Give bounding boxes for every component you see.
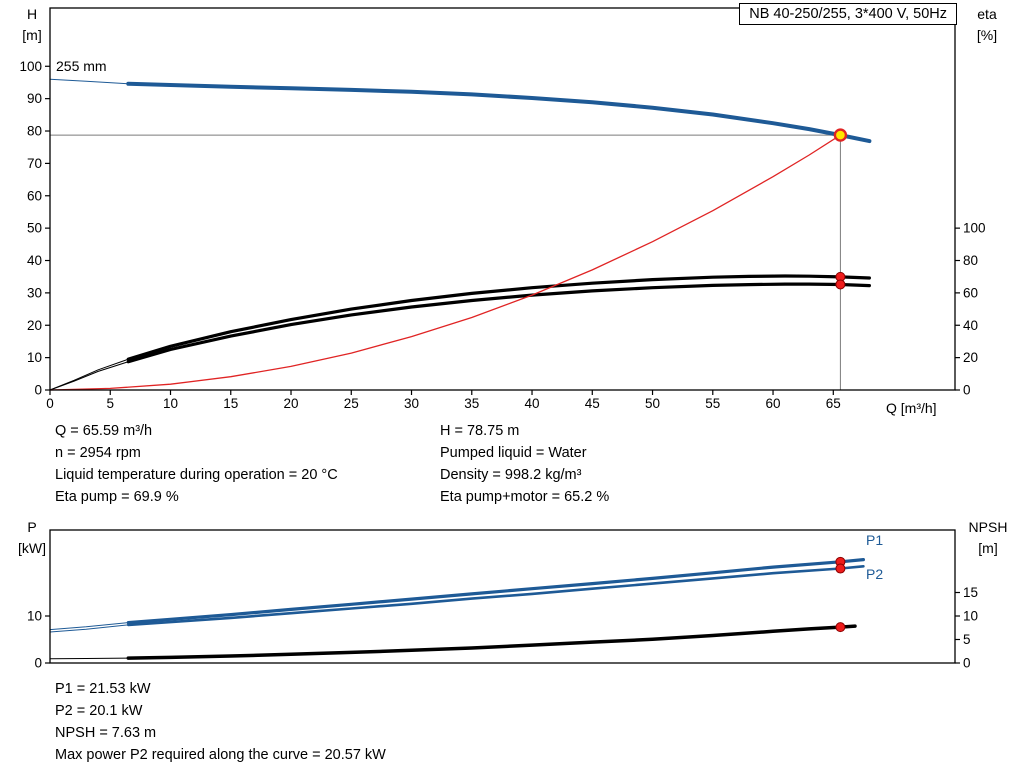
duty-info-left-column: Q = 65.59 m³/h n = 2954 rpm Liquid tempe… [55, 420, 338, 508]
duty-point-marker [833, 128, 848, 142]
chart-frame [49, 529, 956, 664]
axis-tick-label: 20 [27, 318, 42, 333]
eta-pump-curve [126, 274, 872, 361]
qh-eta-chart: 0 5 10 15 20 25 30 35 40 45 50 55 60 65 0 10 20 30 40 50 60 7… [19, 7, 986, 411]
axis-tick-label: 20 [963, 350, 978, 365]
axis-tick-label: 10 [963, 609, 978, 624]
info-pumped-liquid: Pumped liquid = Water [440, 445, 587, 461]
eta-axis-symbol: eta [977, 6, 997, 22]
axis-tick-label: 100 [19, 59, 42, 74]
axis-tick-label: 15 [963, 585, 978, 600]
axis-tick-label: 25 [344, 396, 359, 411]
info-npsh: NPSH = 7.63 m [55, 725, 157, 741]
info-liquid-temperature: Liquid temperature during operation = 20… [55, 467, 338, 483]
axis-tick-label: 0 [963, 656, 971, 671]
p2-series-label: P2 [866, 566, 884, 582]
axis-tick-label: 0 [46, 396, 54, 411]
axis-tick-label: 30 [404, 396, 419, 411]
axis-tick-label: 80 [27, 124, 42, 139]
axis-tick-label: 100 [963, 221, 986, 236]
axis-tick-label: 40 [963, 318, 978, 333]
qh-curve-255-mm-curve [49, 78, 129, 85]
info-eta-pump: Eta pump = 69.9 % [55, 489, 179, 505]
chart-frame [49, 7, 956, 391]
axis-tick-label: 50 [27, 221, 42, 236]
power-npsh-chart: 0 10 0 5 10 15 [27, 529, 978, 671]
duty-info-right-column: H = 78.75 m Pumped liquid = Water Densit… [440, 420, 609, 508]
npsh-duty-dot [835, 622, 846, 633]
axis-tick-label: 40 [27, 253, 42, 268]
info-eta-pump-motor: Eta pump+motor = 65.2 % [440, 489, 610, 505]
axis-tick-label: 50 [645, 396, 660, 411]
axis-tick-label: 5 [106, 396, 114, 411]
axis-tick-label: 90 [27, 91, 42, 106]
p-axis-label: P [kW] [12, 517, 52, 559]
axis-tick-label: 60 [963, 285, 978, 300]
h-axis-symbol: H [26, 6, 38, 22]
axis-tick-label: 0 [34, 656, 42, 671]
axis-tick-label: 10 [163, 396, 178, 411]
npsh-curve [126, 624, 857, 660]
axis-tick-label: 80 [963, 253, 978, 268]
axis-tick-label: 45 [585, 396, 600, 411]
axis-tick-label: 65 [826, 396, 841, 411]
p1-curve [126, 557, 866, 625]
axis-tick-label: 35 [464, 396, 479, 411]
npsh-axis-symbol: NPSH [968, 519, 1008, 535]
eta-pump-motor-curve [126, 282, 872, 364]
info-max-power: Max power P2 required along the curve = … [55, 747, 386, 763]
power-info-block: P1 = 21.53 kW P2 = 20.1 kW NPSH = 7.63 m… [55, 678, 386, 766]
eta-pump-motor-curve [49, 361, 129, 391]
axis-tick-label: 5 [963, 632, 971, 647]
axis-tick-label: 10 [27, 350, 42, 365]
axis-tick-label: 0 [963, 383, 971, 398]
axis-tick-label: 30 [27, 285, 42, 300]
npsh-curve [49, 657, 129, 660]
qh-curve-255-mm-curve [126, 81, 872, 144]
axis-tick-label: 20 [283, 396, 298, 411]
info-head: H = 78.75 m [440, 423, 520, 439]
pump-title-box: NB 40-250/255, 3*400 V, 50Hz [739, 3, 957, 25]
pump-title: NB 40-250/255, 3*400 V, 50Hz [749, 6, 947, 22]
eta-pump-motor-duty-dot [835, 279, 846, 290]
npsh-axis-label: NPSH [m] [960, 517, 1016, 559]
p-axis-unit: [kW] [18, 540, 46, 556]
axis-tick-label: 60 [766, 396, 781, 411]
q-axis-label: Q [m³/h] [886, 400, 937, 416]
p2-curve [127, 564, 865, 627]
axis-tick-label: 10 [27, 609, 42, 624]
npsh-axis-unit: [m] [978, 540, 998, 556]
p2-duty-dot [835, 563, 846, 574]
info-p1: P1 = 21.53 kW [55, 681, 151, 697]
p-axis-symbol: P [27, 519, 37, 535]
axis-tick-label: 40 [525, 396, 540, 411]
info-flow: Q = 65.59 m³/h [55, 423, 153, 439]
axis-tick-label: 0 [34, 383, 42, 398]
p1-curve [49, 622, 129, 631]
system-curve-curve [49, 134, 842, 391]
eta-axis-label: eta [%] [966, 4, 1008, 46]
impeller-size-label: 255 mm [56, 58, 107, 74]
axis-tick-label: 60 [27, 188, 42, 203]
p2-curve [49, 624, 129, 633]
h-axis-unit: [m] [22, 27, 42, 43]
axis-tick-label: 70 [27, 156, 42, 171]
axis-tick-label: 15 [223, 396, 238, 411]
info-density: Density = 998.2 kg/m³ [440, 467, 582, 483]
h-axis-label: H [m] [14, 4, 50, 46]
info-p2: P2 = 20.1 kW [55, 703, 143, 719]
info-speed: n = 2954 rpm [55, 445, 141, 461]
axis-tick-label: 55 [705, 396, 720, 411]
eta-axis-unit: [%] [976, 27, 998, 43]
p1-series-label: P1 [866, 532, 884, 548]
